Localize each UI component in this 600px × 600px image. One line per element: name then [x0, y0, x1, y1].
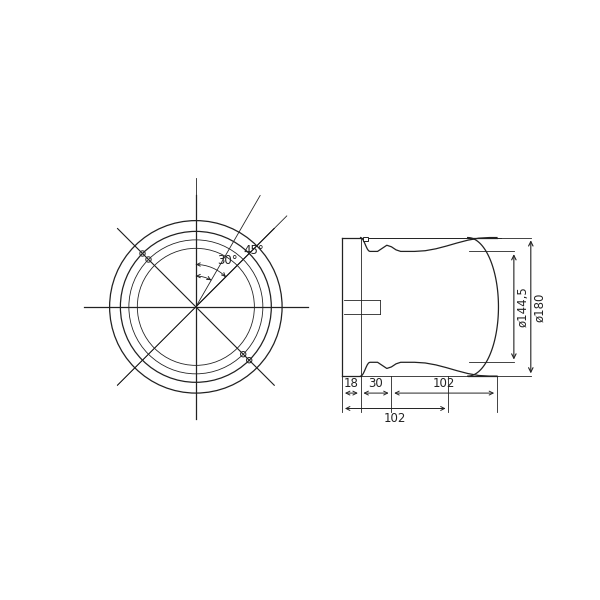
- Text: 45°: 45°: [244, 244, 265, 257]
- Text: 102: 102: [384, 412, 406, 425]
- Text: 30°: 30°: [217, 254, 238, 268]
- Text: 102: 102: [433, 377, 455, 390]
- Text: 30: 30: [368, 377, 383, 390]
- Text: 18: 18: [344, 377, 359, 390]
- Text: ø180: ø180: [533, 292, 546, 322]
- Text: ø144,5: ø144,5: [516, 286, 529, 327]
- Bar: [363, 237, 368, 241]
